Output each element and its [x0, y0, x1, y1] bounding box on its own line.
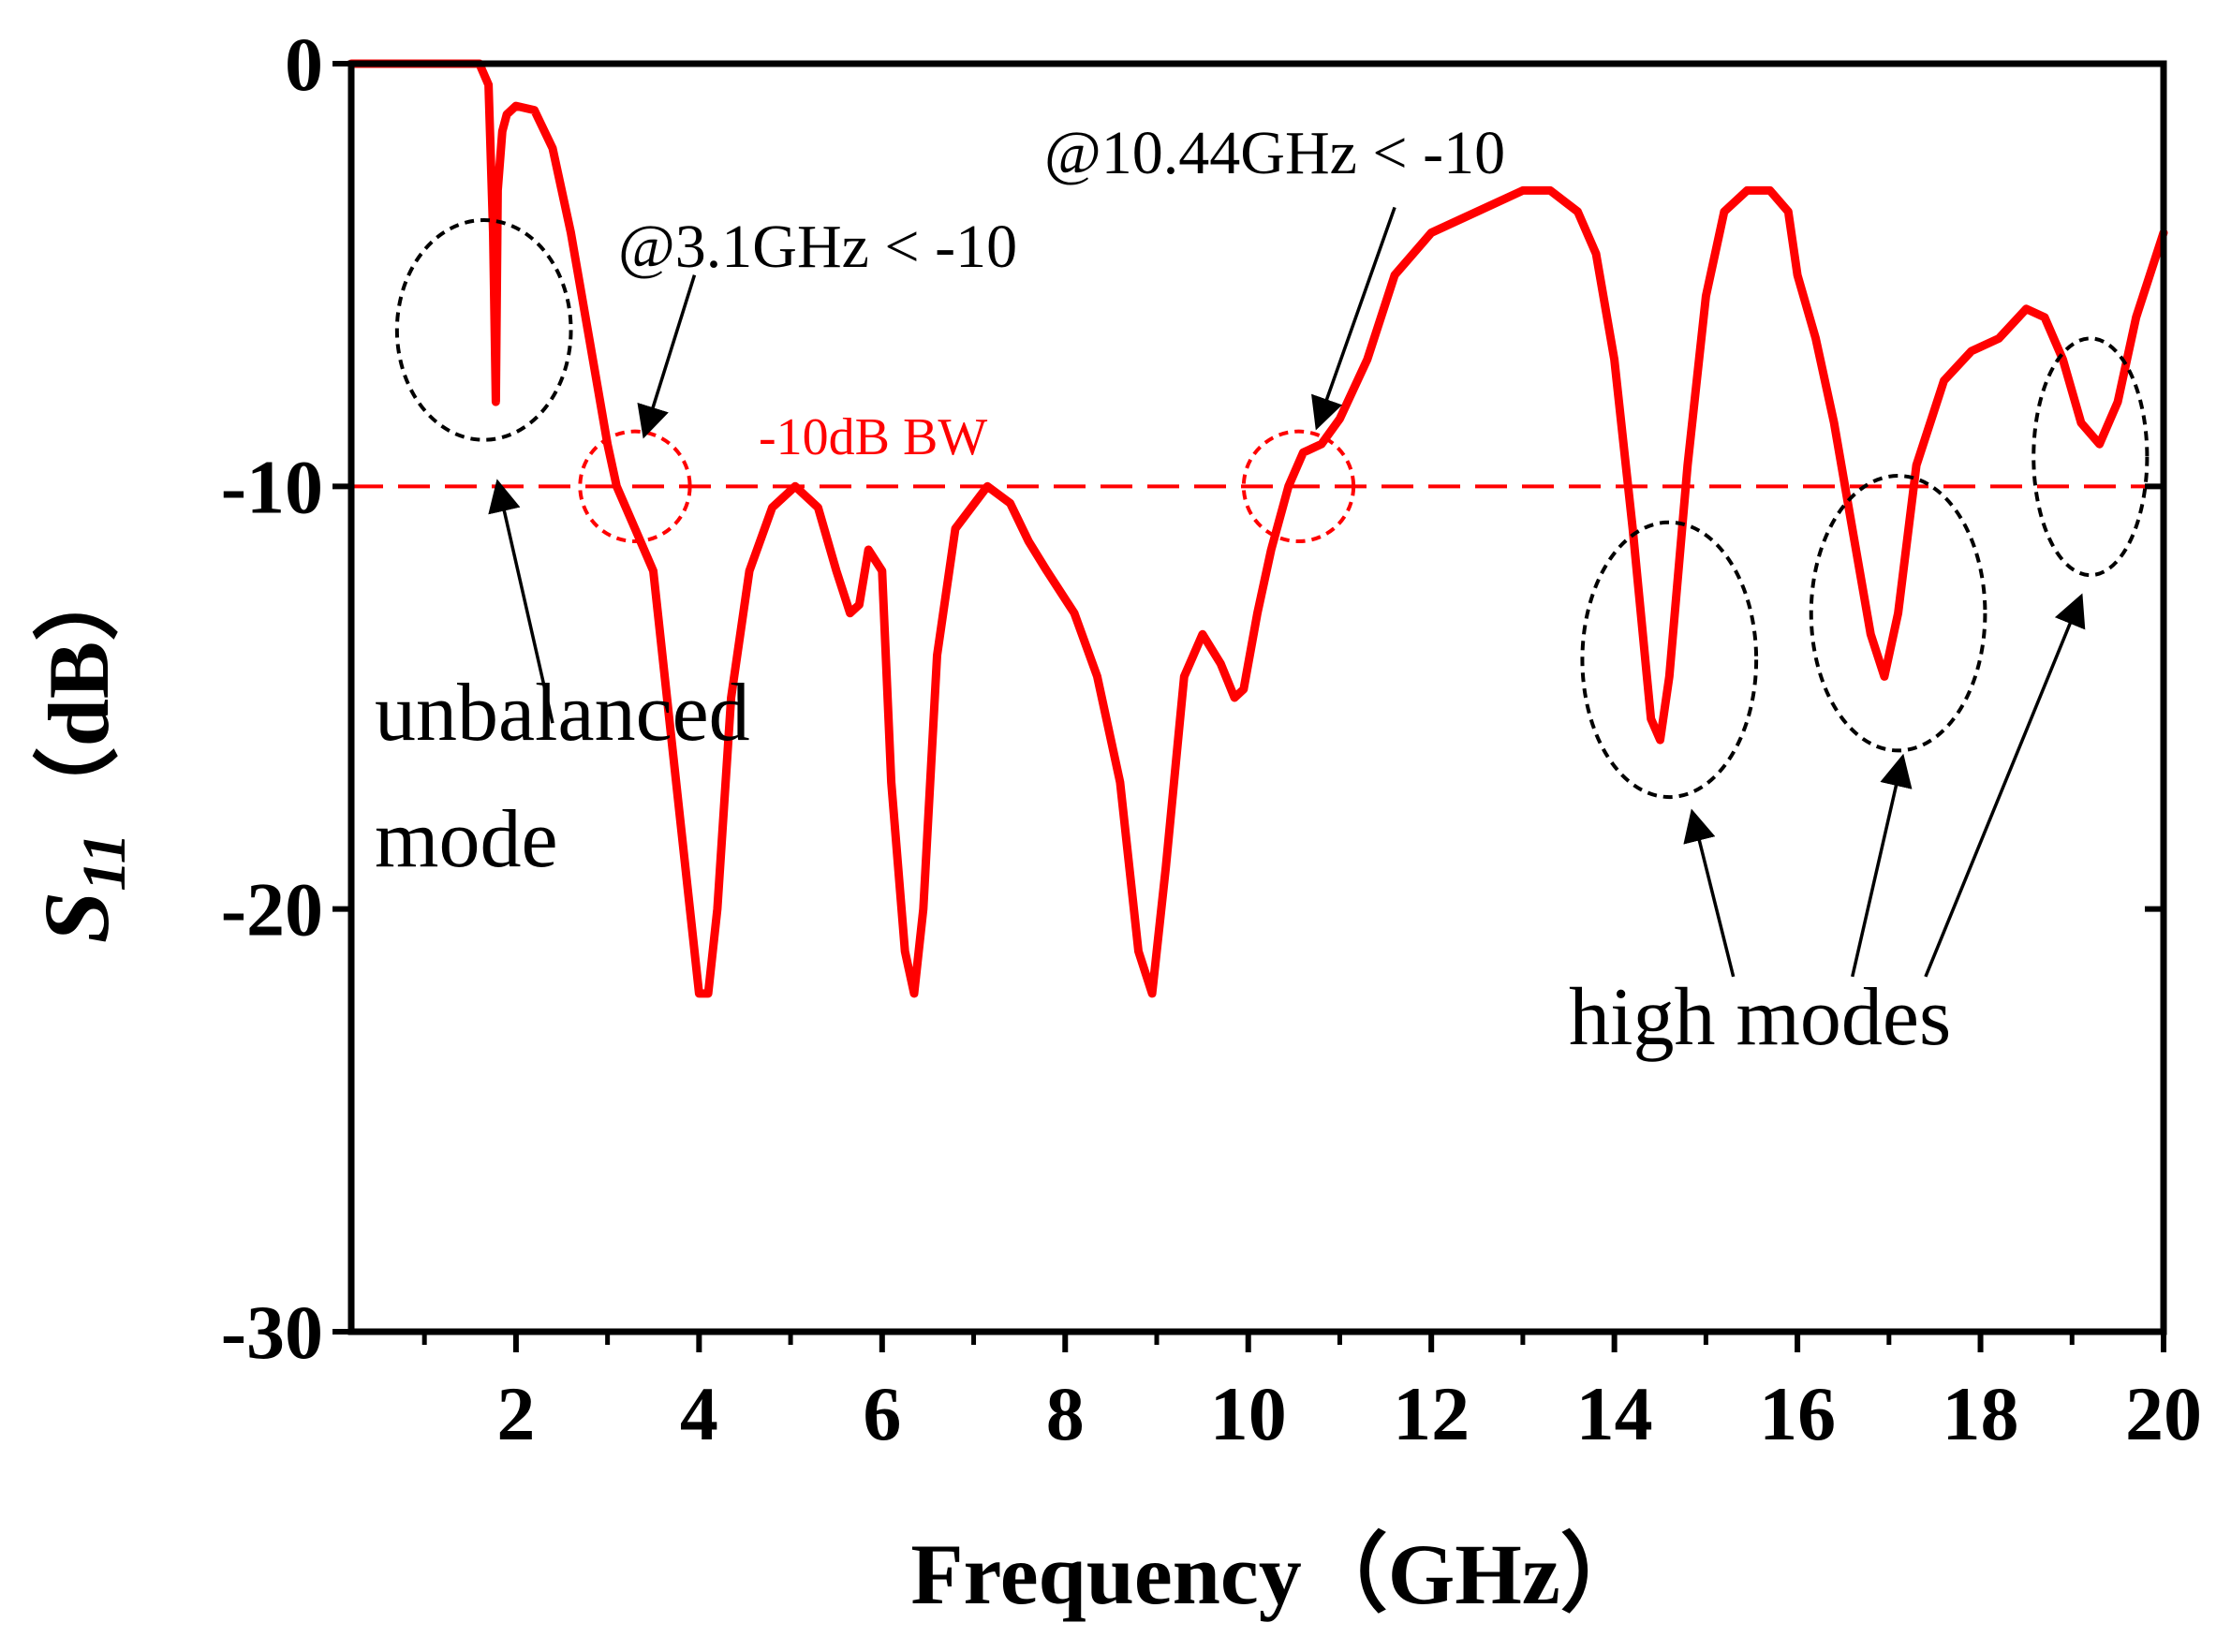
x-tick-label-4: 4 — [680, 1371, 718, 1456]
x-tick-label-8: 8 — [1046, 1371, 1085, 1456]
y-tick-label--20: -20 — [221, 867, 323, 952]
arrow-unbalanced — [488, 479, 554, 724]
x-tick-label-10: 10 — [1210, 1371, 1287, 1456]
high-mode-circle-19 — [2032, 336, 2150, 578]
y-tick-label--30: -30 — [221, 1290, 323, 1375]
y-axis-title-symbol: S — [24, 892, 128, 944]
y-tick-label--10: -10 — [221, 444, 323, 529]
annotation-3-1ghz: @3.1GHz < -10 — [618, 213, 1017, 281]
x-tick-label-18: 18 — [1943, 1371, 2019, 1456]
arrow-high-17 — [1851, 753, 1913, 978]
svg-text:S11（dB）: S11（dB） — [24, 555, 139, 944]
y-tick-label-0: 0 — [285, 22, 323, 107]
annotation-high-modes: high modes — [1569, 972, 1951, 1063]
x-tick-label-20: 20 — [2125, 1371, 2202, 1456]
annotation-10-44ghz: @10.44GHz < -10 — [1044, 119, 1505, 187]
arrow-high-14 — [1683, 808, 1736, 978]
y-axis-title-subscript: 11 — [70, 833, 139, 891]
x-tick-label-6: 6 — [863, 1371, 901, 1456]
annotation-unbalanced-line1: unbalanced — [375, 668, 750, 759]
arrow-high-19 — [1924, 593, 2086, 978]
y-axis-title: S11（dB） — [24, 555, 139, 944]
axes-layer: 2 4 6 8 10 12 14 16 18 20 0 -10 -20 -30 — [221, 22, 2202, 1456]
x-tick-label-2: 2 — [496, 1371, 535, 1456]
plot-frame — [347, 60, 2167, 1335]
x-tick-label-14: 14 — [1576, 1371, 1653, 1456]
arrow-10-44ghz — [1311, 206, 1396, 431]
arrow-3-1ghz — [637, 274, 697, 439]
annotation-unbalanced-line2: mode — [375, 794, 558, 885]
reference-line-label: -10dB BW — [759, 408, 987, 466]
circle-10-44ghz — [1241, 429, 1356, 544]
high-mode-circle-14 — [1580, 520, 1759, 800]
unbalanced-mode-circle — [394, 217, 573, 442]
circle-3-1ghz — [578, 429, 692, 544]
x-tick-label-16: 16 — [1759, 1371, 1836, 1456]
plot-layer — [347, 59, 2168, 998]
y-axis-title-unit: （dB） — [31, 555, 126, 833]
series-line-s11 — [347, 59, 2168, 998]
high-mode-circle-17 — [1809, 474, 1987, 753]
x-tick-label-12: 12 — [1393, 1371, 1470, 1456]
x-axis-title: Frequency（GHz） — [910, 1527, 1646, 1622]
